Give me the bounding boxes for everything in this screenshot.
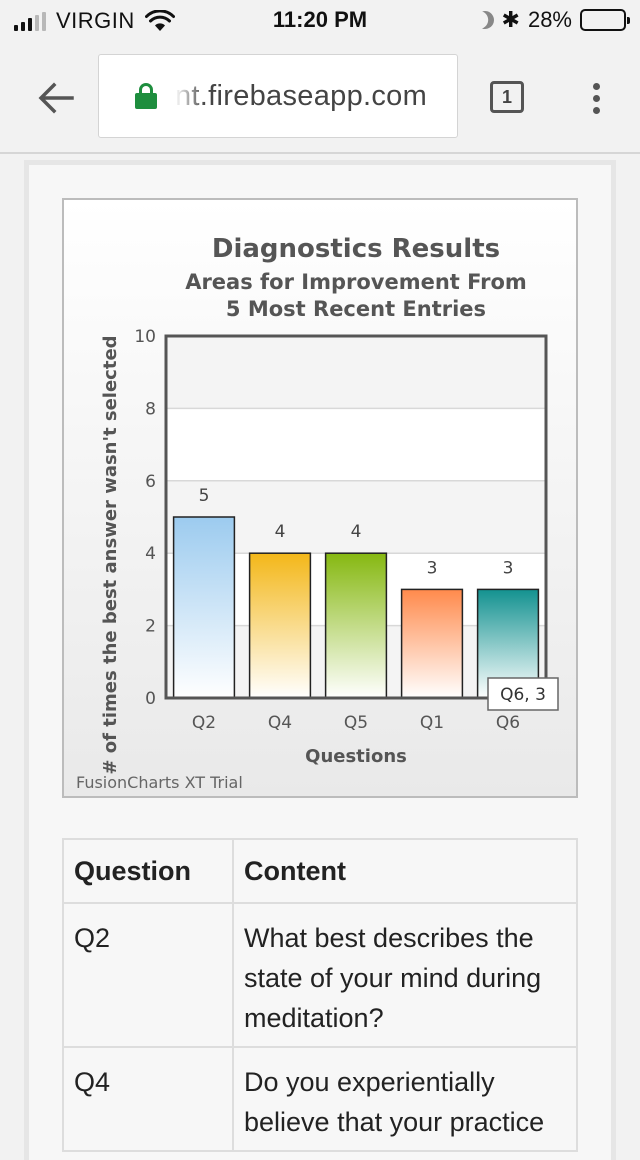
- data-label: 4: [275, 522, 286, 542]
- plot-border: [164, 334, 548, 700]
- data-label: 5: [199, 486, 210, 506]
- signal-icon: [14, 11, 46, 31]
- cell-content: What best describes the state of your mi…: [232, 902, 578, 1048]
- x-axis-title: Questions: [305, 746, 407, 767]
- battery-icon: [580, 9, 630, 31]
- bar-q5: [324, 552, 388, 699]
- battery-percent: 28%: [527, 7, 572, 32]
- table-row: Q4 Do you experientially believe that yo…: [62, 1046, 578, 1152]
- bar-q1: [400, 588, 464, 699]
- header-content: Content: [232, 838, 578, 904]
- y-tick-label: 4: [145, 544, 156, 564]
- status-time: 11:20 PM: [272, 7, 368, 32]
- data-label: 3: [503, 558, 514, 578]
- data-label: 4: [351, 522, 362, 542]
- data-label: 3: [427, 558, 438, 578]
- tab-switcher-button[interactable]: 1: [490, 81, 524, 113]
- chart-tooltip: Q6, 3: [487, 677, 559, 711]
- y-tick-label: 10: [134, 327, 156, 347]
- cell-question: Q4: [62, 1046, 234, 1152]
- y-tick-label: 0: [145, 689, 156, 709]
- tooltip-box: [487, 677, 559, 711]
- back-arrow-icon: [38, 82, 74, 114]
- x-tick-label: Q6: [496, 713, 520, 733]
- url-bar[interactable]: nt.firebaseapp.com: [98, 54, 458, 138]
- bar-q4: [248, 552, 312, 699]
- chart-subtitle-line-2: 5 Most Recent Entries: [226, 297, 486, 321]
- wifi-icon: [144, 10, 175, 31]
- more-menu-button[interactable]: [584, 74, 608, 122]
- chart-title: Diagnostics Results: [212, 234, 500, 264]
- table-row: Q2 What best describes the state of your…: [62, 902, 578, 1048]
- moon-icon: [472, 8, 497, 33]
- plot-area: 0 2 4 6 8 10 5 Q2 4 Q4 4 Q5 3 Q1 3 Q6 Q6, 3: [134, 327, 559, 733]
- back-button[interactable]: [34, 76, 78, 120]
- browser-toolbar: nt.firebaseapp.com 1: [0, 40, 640, 154]
- chart-subtitle-line-1: Areas for Improvement From: [185, 270, 527, 294]
- x-tick-label: Q1: [420, 713, 444, 733]
- questions-table: Question Content Q2 What best describes …: [62, 838, 578, 1152]
- header-question: Question: [62, 838, 234, 904]
- cell-question: Q2: [62, 902, 234, 1048]
- status-bar: VIRGIN 11:20 PM ✱ 28%: [0, 0, 640, 40]
- more-menu-icon: [592, 82, 600, 90]
- x-tick-label: Q5: [344, 713, 368, 733]
- grid-band: [166, 336, 546, 409]
- status-right: ✱ 28%: [476, 7, 630, 33]
- chart-watermark: FusionCharts XT Trial: [76, 773, 243, 792]
- lock-icon: [135, 83, 157, 109]
- bar-q2: [172, 516, 236, 699]
- carrier-name: VIRGIN: [56, 8, 135, 33]
- cell-content: Do you experientially believe that your …: [232, 1046, 578, 1152]
- bluetooth-icon: ✱: [501, 7, 520, 32]
- bar-chart: Diagnostics Results Areas for Improvemen…: [76, 234, 559, 792]
- tooltip-text: Q6, 3: [500, 685, 546, 705]
- status-left: VIRGIN: [14, 8, 175, 34]
- x-tick-label: Q2: [192, 713, 216, 733]
- table-header-row: Question Content: [62, 838, 578, 904]
- url-text: nt.firebaseapp.com: [175, 79, 428, 112]
- y-tick-label: 6: [145, 472, 156, 492]
- chart-container: Diagnostics Results Areas for Improvemen…: [62, 198, 578, 798]
- y-tick-label: 2: [145, 617, 156, 637]
- y-tick-label: 8: [145, 399, 156, 419]
- x-tick-label: Q4: [268, 713, 292, 733]
- y-axis-title: # of times the best answer wasn't select…: [100, 335, 121, 774]
